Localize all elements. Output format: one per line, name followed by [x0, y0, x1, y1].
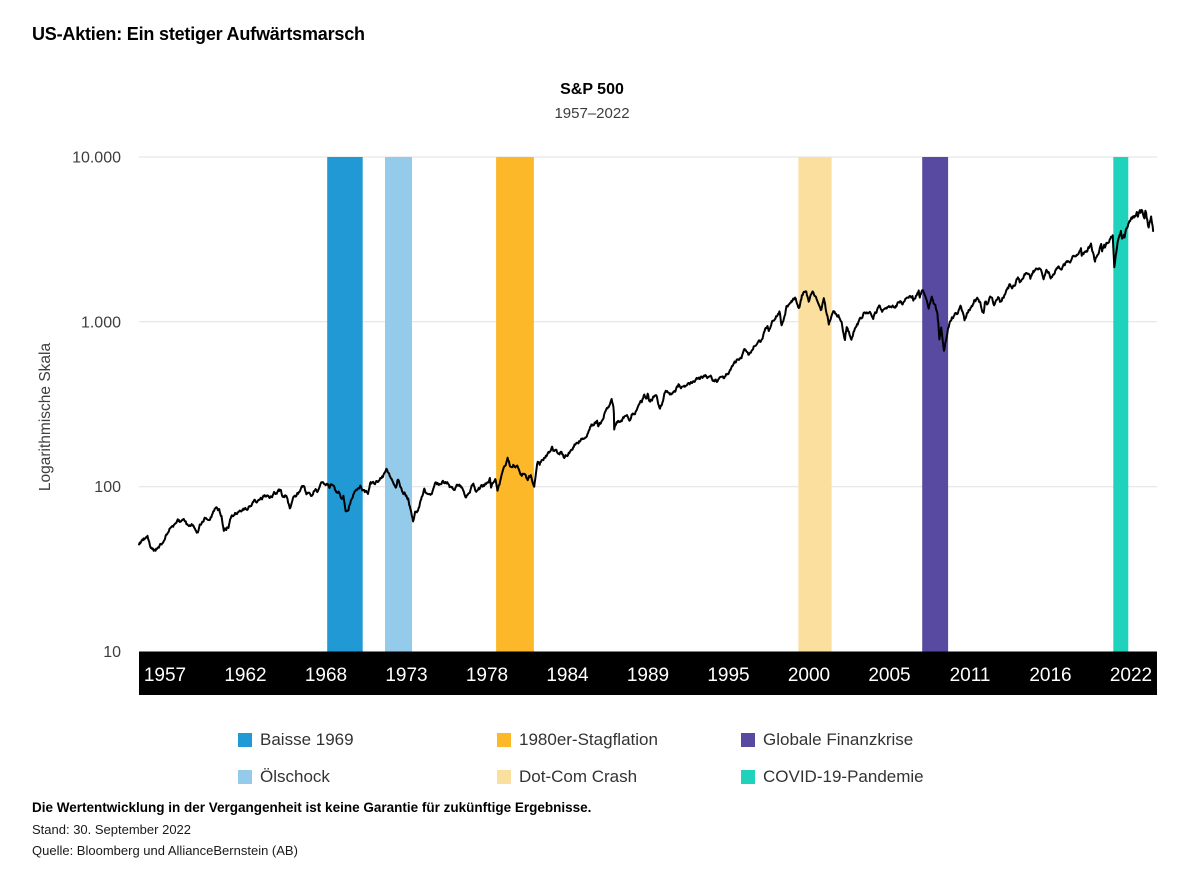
- legend-item: Dot-Com Crash: [497, 766, 741, 786]
- legend-label: Dot-Com Crash: [519, 767, 638, 786]
- x-tick-label: 1984: [546, 665, 589, 686]
- sp500-price-line: [138, 208, 1155, 552]
- legend-item: 1980er-Stagflation: [497, 729, 741, 749]
- y-tick-label: 10.000: [72, 150, 121, 167]
- x-tick-labels: 1957 1962 1968 1973 1978 1984 1989 1995 2000 2005…: [144, 665, 1152, 686]
- x-tick-label: 1995: [707, 665, 749, 686]
- event-band: [385, 157, 412, 652]
- x-tick-label: 1973: [385, 665, 427, 686]
- legend-item: Globale Finanzkrise: [741, 729, 924, 749]
- footer-disclaimer: Die Wertentwicklung in der Vergangenheit…: [32, 800, 592, 815]
- legend-item: COVID-19-Pandemie: [741, 766, 924, 786]
- event-band: [327, 157, 363, 652]
- legend-swatch: [741, 770, 755, 784]
- chart-subtitle: 1957–2022: [554, 105, 630, 122]
- legend-item: Ölschock: [238, 766, 497, 786]
- footer-source: Quelle: Bloomberg und AllianceBernstein …: [32, 843, 298, 858]
- x-tick-label: 2022: [1110, 665, 1152, 686]
- legend-swatch: [497, 770, 511, 784]
- event-band: [496, 157, 534, 652]
- x-tick-label: 1968: [305, 665, 347, 686]
- legend-label: 1980er-Stagflation: [519, 730, 658, 749]
- legend-label: Globale Finanzkrise: [763, 730, 914, 749]
- x-tick-label: 1989: [627, 665, 669, 686]
- x-axis-bar: [139, 651, 1157, 695]
- y-tick-label: 10: [103, 644, 121, 661]
- x-tick-label: 1978: [466, 665, 508, 686]
- event-bands: [327, 157, 1129, 652]
- x-tick-label: 1957: [144, 665, 186, 686]
- gridlines: [139, 156, 1157, 488]
- event-band: [1113, 157, 1129, 652]
- x-tick-label: 2005: [868, 665, 910, 686]
- legend: Baisse 1969 1980er-Stagflation Globale Fin…: [238, 729, 924, 803]
- legend-swatch: [238, 770, 252, 784]
- x-tick-label: 2011: [950, 665, 991, 686]
- legend-swatch: [238, 733, 252, 747]
- legend-swatch: [741, 733, 755, 747]
- legend-item: Baisse 1969: [238, 729, 497, 749]
- y-tick-labels: 10.000 1.000 100 10: [72, 150, 121, 662]
- legend-label: COVID-19-Pandemie: [763, 767, 924, 786]
- page-title: US-Aktien: Ein stetiger Aufwärtsmarsch: [32, 24, 365, 44]
- x-tick-label: 1962: [224, 665, 266, 686]
- y-axis-title: Logarithmische Skala: [37, 343, 54, 492]
- x-tick-label: 2000: [788, 665, 830, 686]
- chart-title: S&P 500: [560, 81, 624, 98]
- event-band: [922, 157, 949, 652]
- footer-as-of-date: Stand: 30. September 2022: [32, 822, 192, 837]
- y-tick-label: 1.000: [81, 314, 121, 331]
- legend-label: Ölschock: [260, 767, 330, 786]
- legend-label: Baisse 1969: [260, 730, 354, 749]
- x-tick-label: 2016: [1029, 665, 1071, 686]
- legend-swatch: [497, 733, 511, 747]
- event-band: [798, 157, 832, 652]
- y-tick-label: 100: [94, 479, 121, 496]
